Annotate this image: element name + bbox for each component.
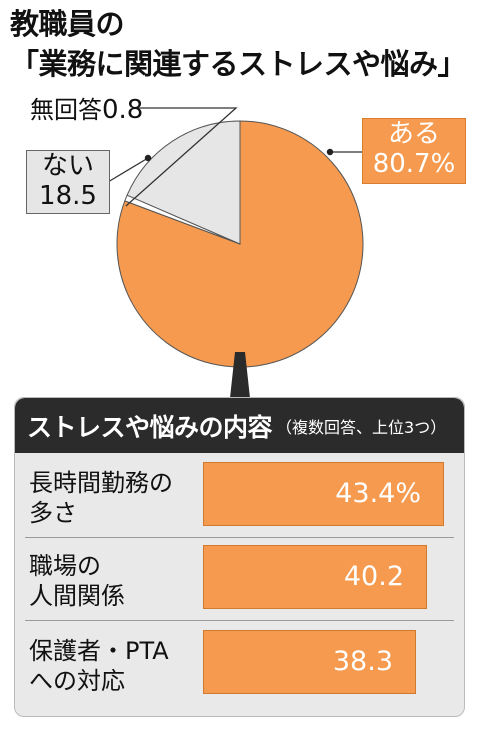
bar-parents: 38.3 — [203, 630, 416, 694]
pie-label-yes-value: 80.7% — [372, 149, 456, 179]
bar-value-relations: 40.2 — [343, 561, 404, 592]
pie-label-no-name: ない — [41, 151, 94, 181]
category-line: 多さ — [29, 499, 77, 527]
pie-slice-no — [126, 120, 241, 245]
category-line: 人間関係 — [29, 582, 125, 610]
leader-line-no-answer — [125, 107, 238, 207]
row-divider — [25, 537, 454, 538]
pie-label-no-answer-name: 無回答 — [30, 96, 102, 124]
category-line: 長時間勤務の — [29, 469, 173, 497]
pie-label-no-value: 18.5 — [39, 181, 97, 211]
bar-category-long-hours: 長時間勤務の 多さ — [29, 468, 209, 528]
category-line: 職場の — [29, 552, 101, 580]
bar-chart-note: （複数回答、上位3つ） — [276, 417, 447, 437]
title-line-2: 「業務に関連するストレスや悩み」 — [10, 47, 467, 81]
pie-chart — [107, 107, 364, 398]
pie-label-no: ない 18.5 — [26, 150, 110, 214]
bar-category-parents: 保護者・PTA への対応 — [29, 636, 209, 696]
panel-header: ストレスや悩みの内容 （複数回答、上位3つ） — [15, 398, 464, 453]
bar-value-parents: 38.3 — [332, 646, 393, 677]
leader-line-no — [107, 157, 149, 183]
leader-line-yes-dot — [326, 148, 334, 156]
category-line: 保護者・PTA — [29, 637, 169, 665]
title-line-1: 教職員の — [10, 7, 125, 41]
row-divider — [25, 620, 454, 621]
pie-label-yes: ある 80.7% — [362, 118, 466, 184]
pie-pointer — [230, 352, 250, 398]
pie-label-no-answer-value: 0.8 — [102, 95, 144, 125]
bar-long-hours: 43.4% — [203, 462, 444, 526]
bar-chart-title: ストレスや悩みの内容 — [27, 412, 273, 442]
bar-category-relations: 職場の 人間関係 — [29, 551, 209, 611]
pie-label-no-answer: 無回答0.8 — [30, 95, 143, 125]
bar-value-long-hours: 43.4% — [335, 478, 421, 509]
stress-content-panel: ストレスや悩みの内容 （複数回答、上位3つ） 長時間勤務の 多さ 43.4% 職… — [14, 397, 465, 717]
category-line: への対応 — [29, 667, 125, 695]
pie-label-yes-name: ある — [387, 119, 440, 149]
leader-line-no-dot — [144, 154, 152, 162]
chart-title: 教職員の 「業務に関連するストレスや悩み」 — [10, 4, 467, 84]
bar-relations: 40.2 — [203, 545, 427, 609]
